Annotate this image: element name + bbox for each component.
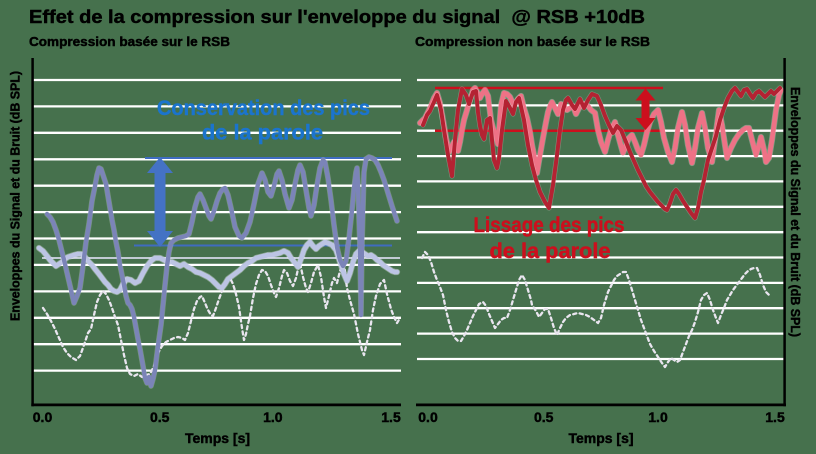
svg-text:1.0: 1.0 <box>648 409 668 425</box>
svg-text:Temps [s]: Temps [s] <box>568 430 633 446</box>
svg-text:Effet de la compression sur l': Effet de la compression sur l'enveloppe … <box>29 6 645 27</box>
svg-text:de la parole: de la parole <box>202 121 323 145</box>
svg-text:Enveloppes du Signal et du Bru: Enveloppes du Signal et du Bruit (dB SPL… <box>9 71 23 321</box>
svg-text:Conservation des pics: Conservation des pics <box>157 96 370 120</box>
svg-text:de la parole: de la parole <box>490 239 611 263</box>
svg-text:Compression basée sur le RSB: Compression basée sur le RSB <box>29 35 230 49</box>
svg-text:0.0: 0.0 <box>33 409 53 425</box>
svg-text:1.5: 1.5 <box>381 409 401 425</box>
svg-text:0.0: 0.0 <box>418 409 438 425</box>
svg-text:0.5: 0.5 <box>534 409 554 425</box>
svg-text:Temps [s]: Temps [s] <box>185 430 250 446</box>
svg-text:1.0: 1.0 <box>263 409 283 425</box>
svg-text:Enveloppes du Signal et du Bru: Enveloppes du Signal et du Bruit (dB SPL… <box>788 87 802 337</box>
svg-text:Compression non basée sur le R: Compression non basée sur le RSB <box>415 35 650 49</box>
svg-text:1.5: 1.5 <box>765 409 785 425</box>
svg-text:0.5: 0.5 <box>150 409 170 425</box>
svg-text:Lissage des pics: Lissage des pics <box>474 213 625 237</box>
